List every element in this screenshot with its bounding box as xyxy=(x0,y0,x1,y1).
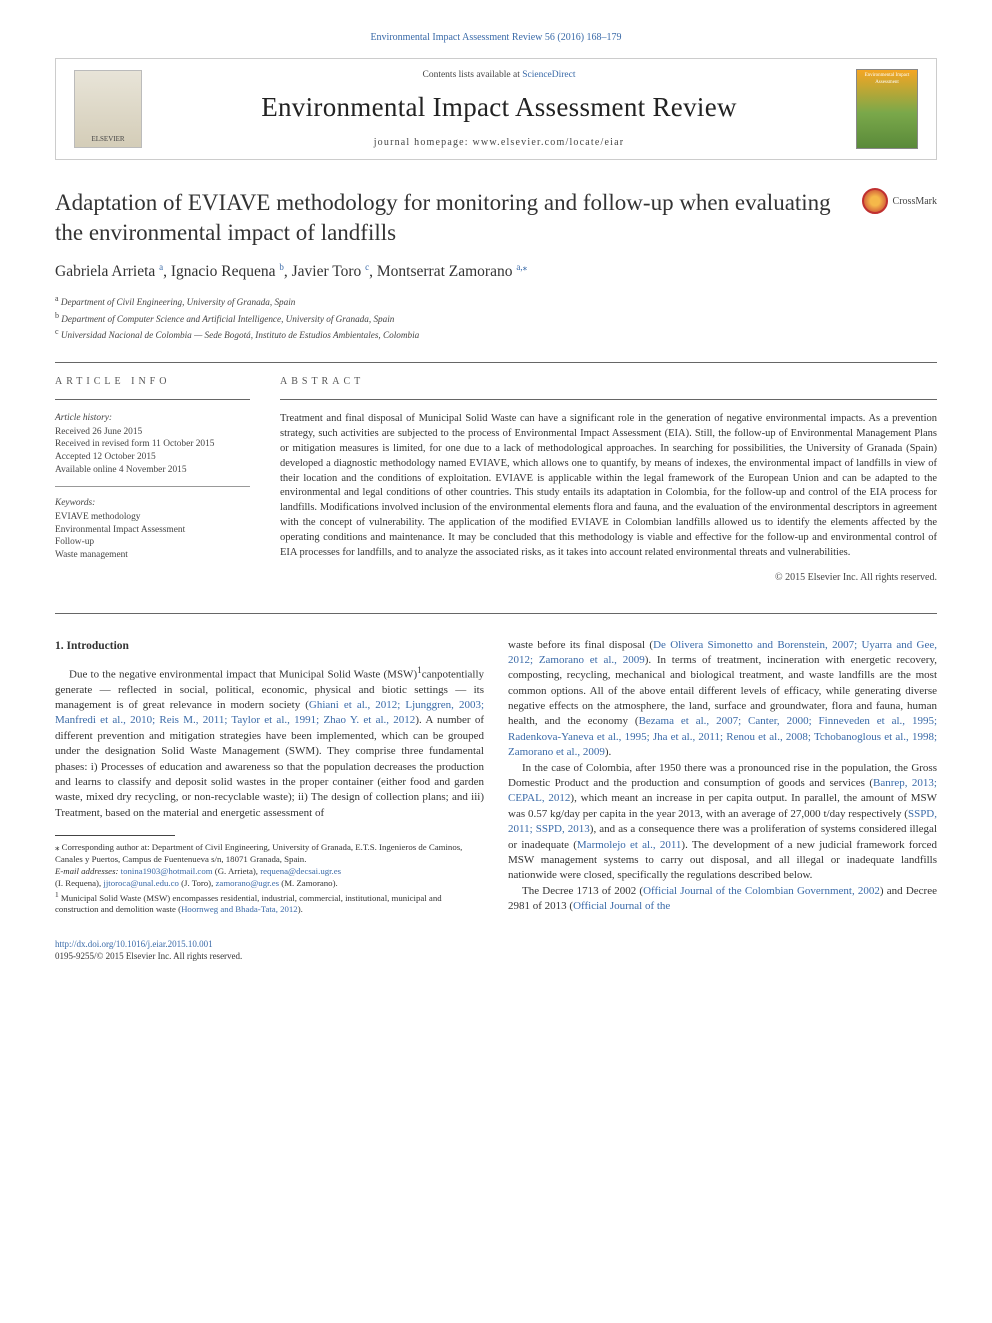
info-divider xyxy=(55,399,250,400)
author-3: , Javier Toro xyxy=(284,263,365,280)
abstract-divider xyxy=(280,399,937,400)
abstract: abstract Treatment and final disposal of… xyxy=(280,375,937,584)
intro-heading: 1. Introduction xyxy=(55,638,484,654)
fn-corr-text: Corresponding author at: Department of C… xyxy=(55,842,462,864)
title-row: Adaptation of EVIAVE methodology for mon… xyxy=(55,188,937,247)
fn1-cite[interactable]: Hoornweg and Bhada-Tata, 2012 xyxy=(181,904,298,914)
footnote-corr: ⁎ Corresponding author at: Department of… xyxy=(55,842,484,866)
abstract-label: abstract xyxy=(280,375,937,389)
fn1-end: ). xyxy=(298,904,303,914)
keywords-heading: Keywords: xyxy=(55,497,250,510)
keyword-4: Waste management xyxy=(55,549,250,562)
footnotes: ⁎ Corresponding author at: Department of… xyxy=(55,842,484,916)
footnote-emails: E-mail addresses: tonina1903@hotmail.com… xyxy=(55,866,484,890)
body-col-right: waste before its final disposal (De Oliv… xyxy=(508,638,937,917)
p1c: ). A number of different prevention and … xyxy=(55,714,484,818)
aff-a-text: Department of Civil Engineering, Univers… xyxy=(59,297,296,307)
author-2: , Ignacio Requena xyxy=(163,263,279,280)
footnote-separator xyxy=(55,835,175,836)
p4-cite2[interactable]: Official Journal of the xyxy=(573,900,670,912)
crossmark-label: CrossMark xyxy=(893,195,937,209)
history-received: Received 26 June 2015 xyxy=(55,426,250,439)
divider-body xyxy=(55,613,937,614)
copyright: © 2015 Elsevier Inc. All rights reserved… xyxy=(280,571,937,585)
email-2[interactable]: requena@decsai.ugr.es xyxy=(260,866,341,876)
intro-p3: In the case of Colombia, after 1950 ther… xyxy=(508,761,937,884)
divider-top xyxy=(55,362,937,363)
footer: http://dx.doi.org/10.1016/j.eiar.2015.10… xyxy=(55,938,937,962)
doi-link[interactable]: http://dx.doi.org/10.1016/j.eiar.2015.10… xyxy=(55,939,213,949)
author-1: Gabriela Arrieta xyxy=(55,263,159,280)
article-history: Article history: Received 26 June 2015 R… xyxy=(55,412,250,487)
p4a: The Decree 1713 of 2002 ( xyxy=(522,885,643,897)
issn-line: 0195-9255/© 2015 Elsevier Inc. All right… xyxy=(55,950,242,962)
intro-p1: Due to the negative environmental impact… xyxy=(55,664,484,822)
p3b: ), which meant an increase in per capita… xyxy=(508,792,937,819)
e3who: (J. Toro), xyxy=(179,878,216,888)
crossmark-icon xyxy=(862,188,888,214)
author-4-corr: ⁎ xyxy=(523,262,528,272)
history-revised: Received in revised form 11 October 2015 xyxy=(55,438,250,451)
intro-p4: The Decree 1713 of 2002 (Official Journa… xyxy=(508,884,937,915)
aff-c-text: Universidad Nacional de Colombia — Sede … xyxy=(59,330,420,340)
e1who: (G. Arrieta), xyxy=(213,866,261,876)
keyword-1: EVIAVE methodology xyxy=(55,511,250,524)
p2c: ). xyxy=(605,746,611,758)
affiliation-b: b Department of Computer Science and Art… xyxy=(55,310,937,326)
keyword-3: Follow-up xyxy=(55,536,250,549)
affiliation-a: a Department of Civil Engineering, Unive… xyxy=(55,293,937,309)
email-3[interactable]: jjtoroca@unal.edu.co xyxy=(103,878,179,888)
email-label: E-mail addresses: xyxy=(55,866,121,876)
contents-prefix: Contents lists available at xyxy=(422,70,522,80)
email-4[interactable]: zamorano@ugr.es xyxy=(216,878,280,888)
elsevier-logo: ELSEVIER xyxy=(74,70,142,148)
header-center: Contents lists available at ScienceDirec… xyxy=(142,69,856,150)
crossmark-badge[interactable]: CrossMark xyxy=(862,188,937,214)
author-list: Gabriela Arrieta a, Ignacio Requena b, J… xyxy=(55,261,937,283)
homepage-prefix: journal homepage: xyxy=(374,137,473,148)
e2who: (I. Requena), xyxy=(55,878,103,888)
affiliations: a Department of Civil Engineering, Unive… xyxy=(55,293,937,342)
journal-header: ELSEVIER Contents lists available at Sci… xyxy=(55,58,937,161)
running-head: Environmental Impact Assessment Review 5… xyxy=(55,30,937,46)
homepage-url: www.elsevier.com/locate/eiar xyxy=(473,137,625,148)
body-columns: 1. Introduction Due to the negative envi… xyxy=(55,638,937,917)
footer-left: http://dx.doi.org/10.1016/j.eiar.2015.10… xyxy=(55,938,242,962)
homepage-line: journal homepage: www.elsevier.com/locat… xyxy=(142,136,856,150)
p4-cite1[interactable]: Official Journal of the Colombian Govern… xyxy=(643,885,880,897)
contents-line: Contents lists available at ScienceDirec… xyxy=(142,69,856,82)
history-accepted: Accepted 12 October 2015 xyxy=(55,451,250,464)
article-info: article info Article history: Received 2… xyxy=(55,375,250,584)
sciencedirect-link[interactable]: ScienceDirect xyxy=(522,70,575,80)
body-col-left: 1. Introduction Due to the negative envi… xyxy=(55,638,484,917)
journal-name: Environmental Impact Assessment Review xyxy=(142,89,856,125)
journal-cover-thumb: Environmental Impact Assessment xyxy=(856,69,918,149)
keyword-2: Environmental Impact Assessment xyxy=(55,524,250,537)
aff-b-text: Department of Computer Science and Artif… xyxy=(59,314,394,324)
p3-cite3[interactable]: Marmolejo et al., 2011 xyxy=(577,839,682,851)
abstract-text: Treatment and final disposal of Municipa… xyxy=(280,412,937,561)
running-head-link[interactable]: Environmental Impact Assessment Review 5… xyxy=(370,32,621,43)
footnote-1: 1 Municipal Solid Waste (MSW) encompasse… xyxy=(55,890,484,917)
affiliation-c: c Universidad Nacional de Colombia — Sed… xyxy=(55,326,937,342)
intro-p2: waste before its final disposal (De Oliv… xyxy=(508,638,937,761)
article-info-label: article info xyxy=(55,375,250,389)
info-abstract-row: article info Article history: Received 2… xyxy=(55,375,937,584)
p2a: waste before its final disposal ( xyxy=(508,639,653,651)
author-4: , Montserrat Zamorano xyxy=(369,263,516,280)
paper-title: Adaptation of EVIAVE methodology for mon… xyxy=(55,188,844,247)
email-1[interactable]: tonina1903@hotmail.com xyxy=(121,866,213,876)
history-online: Available online 4 November 2015 xyxy=(55,464,250,477)
p1a: Due to the negative environmental impact… xyxy=(69,668,417,680)
history-heading: Article history: xyxy=(55,412,250,425)
e4who: (M. Zamorano). xyxy=(279,878,338,888)
keywords-block: Keywords: EVIAVE methodology Environment… xyxy=(55,497,250,571)
